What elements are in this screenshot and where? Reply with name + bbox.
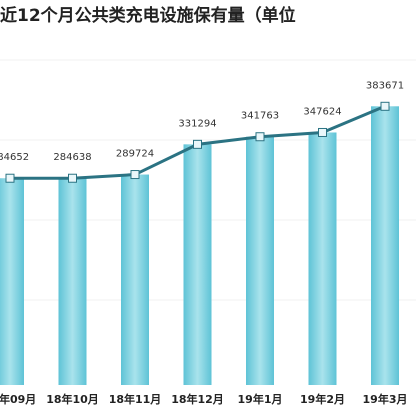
point-marker bbox=[193, 139, 202, 149]
value-label-box bbox=[0, 148, 32, 165]
point-marker bbox=[255, 132, 265, 142]
value-label: 347624 bbox=[303, 106, 341, 117]
value-label-box bbox=[50, 148, 95, 165]
x-tick-label: 18年11月 bbox=[109, 392, 162, 406]
x-tick-label: 19年2月 bbox=[300, 392, 345, 406]
point-marker bbox=[380, 101, 390, 111]
value-label-box bbox=[300, 102, 345, 119]
point-marker bbox=[68, 173, 77, 183]
x-tick-label: 19年1月 bbox=[238, 392, 283, 406]
point-marker bbox=[130, 170, 140, 180]
bar bbox=[371, 106, 399, 385]
value-label: 289724 bbox=[116, 149, 154, 160]
value-label: 383671 bbox=[366, 80, 404, 91]
bar bbox=[246, 136, 274, 385]
point-marker bbox=[318, 127, 327, 137]
value-label: 331294 bbox=[178, 118, 216, 129]
x-tick-label: 19年3月 bbox=[363, 392, 408, 406]
value-label-box bbox=[113, 144, 157, 161]
bar bbox=[121, 174, 149, 385]
bar bbox=[183, 144, 212, 385]
bar bbox=[58, 178, 87, 385]
value-label-box bbox=[363, 76, 407, 93]
chart-title: 近12个月公共类充电设施保有量（单位 bbox=[0, 5, 296, 26]
x-tick-label: 18年12月 bbox=[171, 392, 224, 406]
bar bbox=[308, 132, 337, 385]
value-label: 341763 bbox=[241, 111, 279, 122]
bar bbox=[0, 178, 24, 385]
value-label-box bbox=[175, 114, 220, 131]
point-marker bbox=[5, 173, 15, 183]
value-label: 284638 bbox=[53, 152, 91, 163]
x-tick-label: 18年09月 bbox=[0, 392, 36, 406]
x-tick-label: 18年10月 bbox=[46, 392, 99, 406]
value-label: 284652 bbox=[0, 152, 29, 163]
value-label-box bbox=[238, 106, 282, 123]
